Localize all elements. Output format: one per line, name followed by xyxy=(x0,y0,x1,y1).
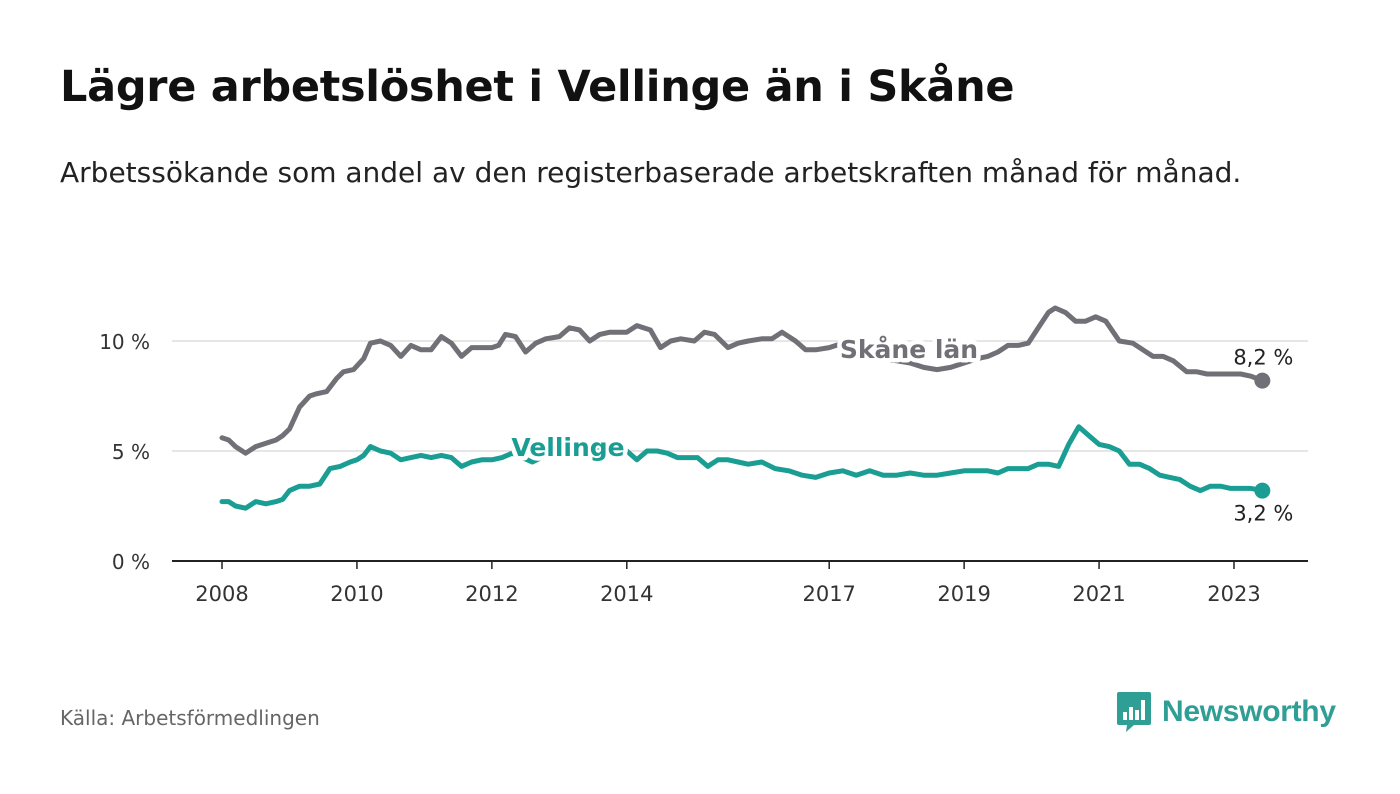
end-marker-vellinge xyxy=(1254,482,1271,499)
chart-title: Lägre arbetslöshet i Vellinge än i Skåne xyxy=(60,62,1015,112)
y-tick-label: 5 % xyxy=(112,440,150,464)
end-marker-sk-ne-l-n xyxy=(1254,372,1271,389)
y-tick-label: 0 % xyxy=(112,550,150,574)
series-lines xyxy=(219,305,1271,511)
x-tick-label: 2008 xyxy=(195,582,248,606)
grid-lines xyxy=(172,340,1308,452)
series-line-vellinge xyxy=(219,424,1265,511)
end-value-label: 3,2 % xyxy=(1233,502,1293,526)
brand-logo[interactable]: Newsworthy xyxy=(1116,690,1336,734)
x-axis: 2008 2010 2012 2014 2017 2019 2021 2023 xyxy=(172,560,1308,606)
line-chart: 0 %5 %10 % 2008 2010 2012 2014 2017 2019 2021 2… xyxy=(99,305,1308,606)
series-name-label-sk-ne-l-n: Skåne län xyxy=(840,335,978,364)
x-tick-label: 2023 xyxy=(1207,582,1260,606)
x-tick-label: 2019 xyxy=(937,582,990,606)
x-tick-label: 2010 xyxy=(330,582,383,606)
x-tick-label: 2014 xyxy=(600,582,653,606)
y-tick-label: 10 % xyxy=(99,330,150,354)
y-axis-ticks: 0 % 5 % 10 % xyxy=(99,330,150,574)
end-value-label: 8,2 % xyxy=(1233,346,1293,370)
brand-name: Newsworthy xyxy=(1162,695,1336,728)
source-note: Källa: Arbetsförmedlingen xyxy=(60,706,320,730)
x-tick-label: 2021 xyxy=(1072,582,1125,606)
series-labels: 8,2 % 3,2 % Skåne län Vellinge xyxy=(507,331,1294,526)
chart-subtitle: Arbetssökande som andel av den registerb… xyxy=(60,156,1242,189)
series-line-sk-ne-l-n xyxy=(219,305,1265,456)
x-tick-label: 2017 xyxy=(802,582,855,606)
x-tick-label: 2012 xyxy=(465,582,518,606)
bar-chart-bubble-icon xyxy=(1117,692,1151,732)
series-name-label-vellinge: Vellinge xyxy=(511,433,624,462)
